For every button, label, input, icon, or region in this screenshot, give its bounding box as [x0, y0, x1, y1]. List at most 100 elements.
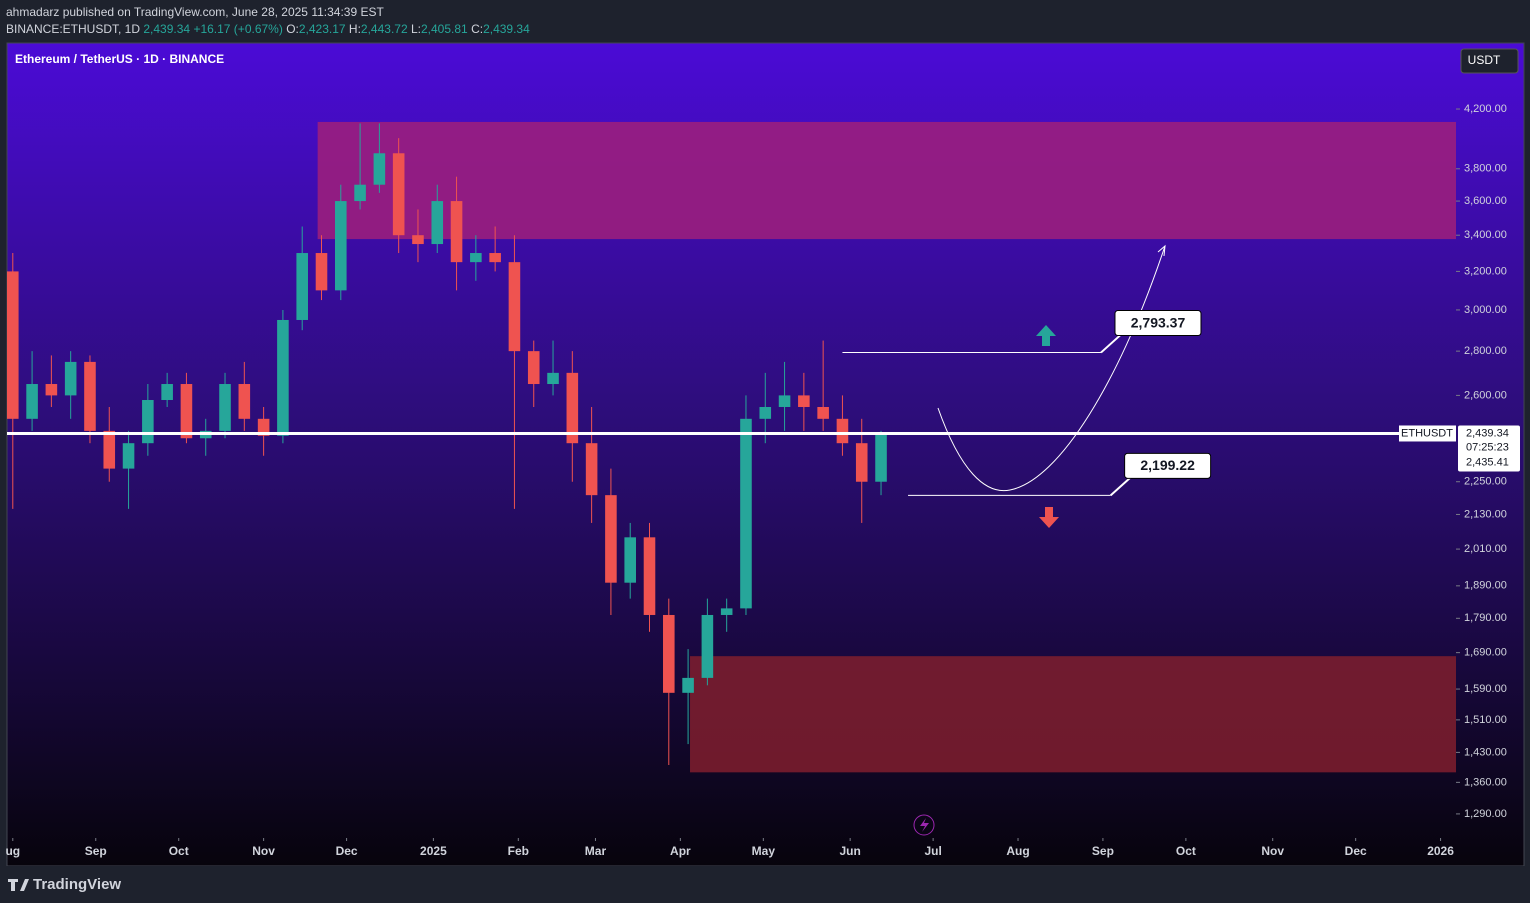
- x-tick-label: Sep: [1092, 844, 1114, 858]
- x-tick-label: Jun: [839, 844, 860, 858]
- candle-body: [605, 495, 617, 583]
- ohlc-bar: BINANCE:ETHUSDT, 1D 2,439.34 +16.17 (+0.…: [6, 22, 530, 36]
- close: 2,439.34: [483, 22, 530, 36]
- c-label: C:: [471, 22, 484, 36]
- y-tick-label: 2,010.00: [1464, 543, 1507, 555]
- candle-body: [257, 418, 270, 436]
- candle-body: [392, 153, 405, 236]
- callout-box: [1124, 452, 1212, 479]
- y-tick-label: 3,800.00: [1464, 163, 1507, 175]
- y-tick-label: 2,600.00: [1464, 389, 1507, 401]
- x-tick-label: 2026: [1427, 844, 1454, 858]
- currency-button[interactable]: [1460, 48, 1519, 74]
- y-tick-label: 4,200.00: [1464, 103, 1507, 115]
- symbol-box: [1399, 425, 1456, 442]
- y-tick-label: 1,590.00: [1464, 683, 1507, 695]
- brand: TradingView: [33, 876, 121, 893]
- candle-body: [855, 443, 868, 482]
- candle-body: [759, 406, 772, 419]
- callout-leader: [1100, 333, 1122, 354]
- candle-body: [122, 443, 135, 469]
- second-price: 2,435.41: [1466, 456, 1509, 468]
- open: 2,423.17: [298, 22, 346, 36]
- y-tick-label: 3,400.00: [1464, 229, 1507, 241]
- up-arrow: [1036, 325, 1056, 346]
- candle-body: [142, 400, 154, 444]
- low: 2,405.81: [421, 22, 468, 36]
- high: 2,443.72: [360, 22, 408, 36]
- candle-body: [547, 372, 559, 385]
- chart-title: Ethereum / TetherUS · 1D · BINANCE: [15, 52, 224, 66]
- change: +16.17 (+0.67%): [193, 22, 283, 36]
- candle-body: [566, 372, 579, 444]
- candle-body: [7, 271, 19, 419]
- candle-body: [450, 201, 463, 263]
- y-tick-label: 2,250.00: [1464, 476, 1507, 488]
- symbol-label: ETHUSDT: [1401, 427, 1453, 439]
- candle-body: [180, 384, 193, 439]
- event-bolt: [920, 818, 929, 832]
- x-tick-label: Oct: [169, 844, 189, 858]
- callout-leader: [1109, 476, 1132, 497]
- event-icon[interactable]: [913, 814, 935, 836]
- x-tick-label: Apr: [670, 844, 691, 858]
- level-label: 2,793.37: [1131, 314, 1186, 330]
- candle-body: [740, 418, 752, 609]
- candle-body: [84, 361, 96, 431]
- x-tick-label: Oct: [1176, 844, 1196, 858]
- x-tick-label: Jul: [924, 844, 941, 858]
- candle-body: [836, 418, 849, 444]
- y-tick-label: 3,000.00: [1464, 304, 1507, 316]
- countdown: 07:25:23: [1466, 441, 1509, 453]
- x-tick-label: Sep: [85, 844, 107, 858]
- y-tick-label: 3,200.00: [1464, 265, 1507, 277]
- candle-body: [64, 361, 77, 396]
- candle-body: [103, 430, 116, 469]
- zone: [690, 656, 1456, 773]
- down-arrow: [1039, 507, 1059, 528]
- y-tick-label: 1,690.00: [1464, 647, 1507, 659]
- projection-curve: [937, 245, 1166, 492]
- candle-body: [489, 253, 501, 263]
- y-tick-label: 1,360.00: [1464, 776, 1507, 788]
- candle-body: [431, 201, 444, 245]
- projection-arrowhead: [1157, 244, 1166, 257]
- h-label: H:: [348, 22, 361, 36]
- candle-body: [315, 253, 328, 291]
- currency-label: USDT: [1468, 53, 1501, 67]
- candle-body: [373, 153, 386, 185]
- x-tick-label: Mar: [585, 844, 607, 858]
- y-tick-label: 1,890.00: [1464, 580, 1507, 592]
- level-label: 2,199.22: [1140, 457, 1195, 473]
- candle-body: [354, 184, 366, 202]
- candle-body: [296, 253, 308, 320]
- candle-body: [778, 395, 791, 407]
- x-tick-label: Aug: [1006, 844, 1029, 858]
- y-tick-label: 3,600.00: [1464, 195, 1507, 207]
- candle-body: [335, 201, 347, 291]
- candle-body: [624, 537, 636, 583]
- candle-body: [720, 608, 733, 615]
- candle-body: [875, 433, 887, 482]
- candle-body: [219, 384, 231, 431]
- candle-body: [412, 235, 424, 245]
- price-label: 2,439.34: [1466, 427, 1509, 439]
- x-tick-label: Nov: [252, 844, 275, 858]
- candle-body: [701, 614, 714, 678]
- candle-body: [238, 384, 251, 419]
- publish-info: ahmadarz published on TradingView.com, J…: [6, 5, 384, 19]
- zone: [317, 121, 1456, 240]
- o-label: O:: [286, 22, 299, 36]
- x-tick-label: Dec: [336, 844, 358, 858]
- x-tick-label: Dec: [1345, 844, 1367, 858]
- candle-body: [643, 537, 656, 615]
- y-tick-label: 1,510.00: [1464, 714, 1507, 726]
- candle-body: [663, 614, 675, 693]
- candle-body: [585, 443, 598, 496]
- x-tick-label: Nov: [1261, 844, 1284, 858]
- candle-body: [470, 253, 482, 263]
- candle-body: [26, 384, 38, 419]
- y-tick-label: 1,290.00: [1464, 808, 1507, 820]
